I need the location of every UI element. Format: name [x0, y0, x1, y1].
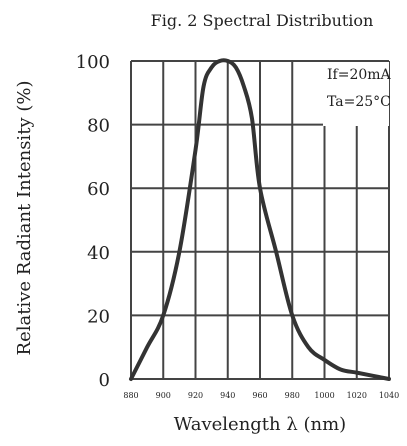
y-tick-label: 60: [87, 179, 110, 200]
y-axis-label: Relative Radiant Intensity (%): [14, 81, 35, 356]
annotation-ta: Ta=25°C: [327, 94, 391, 110]
chart-title: Fig. 2 Spectral Distribution: [151, 11, 374, 30]
y-tick-label: 0: [99, 370, 110, 391]
y-tick-label: 80: [87, 116, 110, 137]
x-tick-label: 1040: [379, 391, 399, 400]
x-tick-label: 920: [188, 391, 203, 400]
series-line: [129, 58, 391, 381]
y-tick-label: 20: [87, 306, 110, 327]
x-tick-labels: 880 900 920 940 960 980 1000 1020 1040: [123, 391, 399, 400]
y-tick-labels: 0 20 40 60 80 100: [76, 52, 110, 391]
x-tick-label: 880: [123, 391, 138, 400]
annotation-box: [323, 62, 389, 126]
x-tick-label: 940: [220, 391, 235, 400]
x-tick-label: 900: [156, 391, 171, 400]
y-tick-label: 100: [76, 52, 110, 73]
x-tick-label: 980: [285, 391, 300, 400]
x-tick-label: 960: [252, 391, 267, 400]
x-tick-label: 1020: [347, 391, 367, 400]
x-tick-label: 1000: [314, 391, 334, 400]
x-axis-label: Wavelength λ (nm): [174, 414, 346, 435]
y-tick-label: 40: [87, 243, 110, 264]
annotation-if: If=20mA: [327, 67, 392, 83]
